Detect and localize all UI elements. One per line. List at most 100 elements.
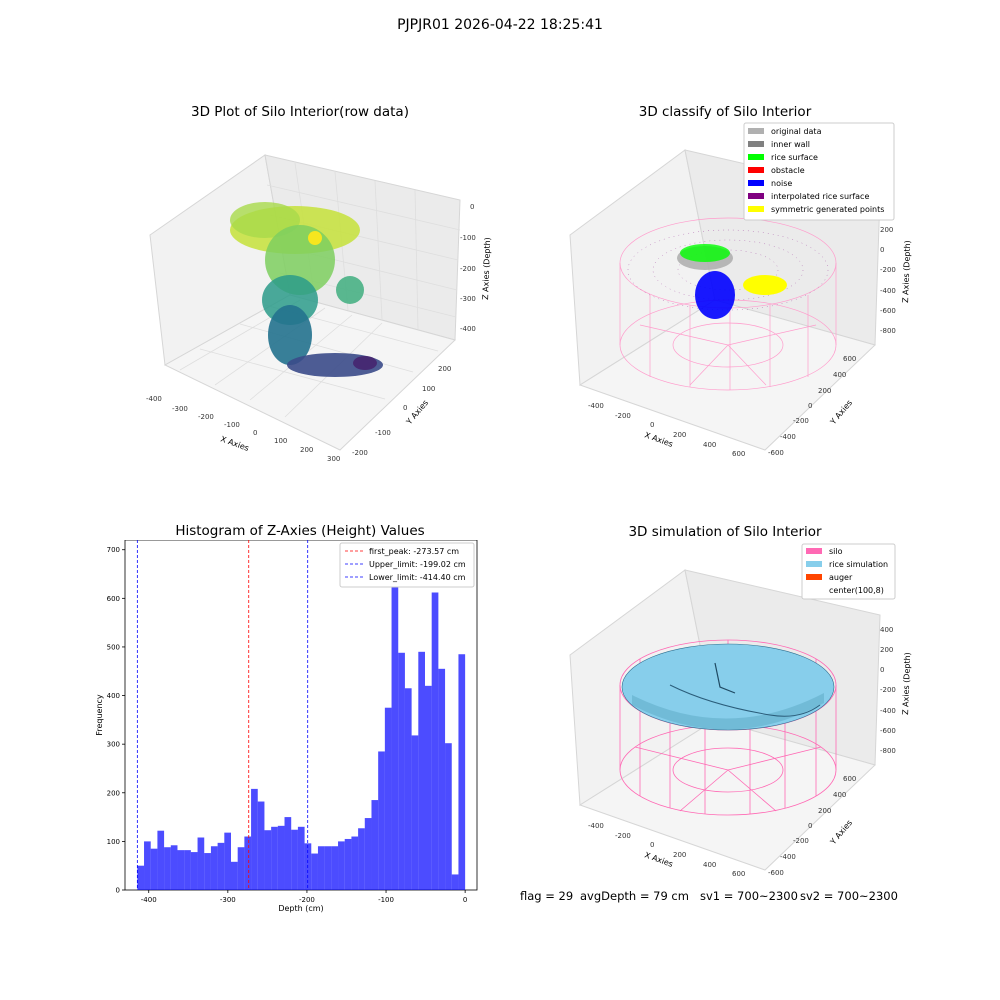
- histogram-bar: [251, 788, 258, 890]
- classify-y-ticks: 600 400 200 0 -200 -400 -600: [768, 355, 856, 457]
- figure-suptitle: PJPJR01 2026-04-22 18:25:41: [397, 17, 603, 33]
- histogram-bar: [177, 850, 185, 890]
- histogram-y-tick-label: 100: [107, 838, 120, 846]
- raw-z-tick: -200: [460, 265, 476, 273]
- classify-z-tick: -400: [880, 287, 896, 295]
- raw-z-tick: -300: [460, 295, 476, 303]
- simulation-z-ticks: 400 200 0 -200 -400 -600 -800: [880, 626, 896, 755]
- histogram-bar: [150, 848, 158, 890]
- histogram-y-tick-label: 400: [107, 692, 120, 700]
- simulation-x-label: X Axies: [643, 850, 674, 869]
- raw-points-base-tip: [353, 356, 377, 370]
- simulation-y-tick: 0: [808, 822, 812, 830]
- classify-x-tick: 0: [650, 421, 654, 429]
- simulation-z-tick: 400: [880, 626, 893, 634]
- histogram-bar: [184, 850, 191, 890]
- legend-label: symmetric generated points: [771, 205, 884, 214]
- simulation-legend-frame: [801, 543, 896, 600]
- legend-label: Lower_limit: -414.40 cm: [369, 573, 466, 582]
- legend-label: Upper_limit: -199.02 cm: [369, 560, 466, 569]
- legend-label: rice simulation: [829, 560, 888, 569]
- raw-points-yellow-cluster: [308, 231, 322, 245]
- histogram-bar: [351, 836, 359, 890]
- histogram-bar: [291, 829, 298, 890]
- classify-z-ticks: 200 0 -200 -400 -600 -800: [880, 226, 896, 335]
- legend-swatch-symmetric: [748, 206, 764, 212]
- simulation-x-tick: -400: [588, 822, 604, 830]
- classify-y-tick: 600: [843, 355, 856, 363]
- raw-z-tick: -400: [460, 325, 476, 333]
- simulation-x-tick: 0: [650, 841, 654, 849]
- histogram-bar: [217, 842, 225, 890]
- panel-raw-data: 3D Plot of Silo Interior(row data) -400 …: [146, 104, 492, 463]
- classify-x-tick: 600: [732, 450, 745, 458]
- simulation-y-tick: 400: [833, 791, 846, 799]
- raw-x-tick: -400: [146, 395, 162, 403]
- histogram-bar: [458, 654, 466, 890]
- histogram-bar: [204, 853, 211, 890]
- raw-x-label: X Axies: [219, 434, 250, 453]
- histogram-bars: [137, 559, 466, 890]
- histogram-x-tick-label: 0: [463, 896, 467, 904]
- legend-swatch-silo: [806, 548, 822, 554]
- classify-y-tick: -400: [780, 433, 796, 441]
- raw-x-tick: -100: [224, 421, 240, 429]
- histogram-bar: [224, 832, 231, 890]
- histogram-bar: [398, 652, 405, 890]
- classify-y-tick: 200: [818, 387, 831, 395]
- status-sv1: sv1 = 700~2300: [700, 889, 798, 903]
- legend-swatch-center: [806, 587, 822, 593]
- histogram-bar: [338, 841, 345, 890]
- histogram-y-ticks: 0 100 200 300 400 500 600 700: [107, 546, 125, 895]
- histogram-x-tick-label: -400: [141, 896, 157, 904]
- histogram-bar: [324, 846, 332, 890]
- histogram-legend-frame: [339, 542, 475, 588]
- histogram-bar: [230, 861, 238, 890]
- legend-label: original data: [771, 127, 822, 136]
- histogram-bar: [418, 651, 425, 890]
- histogram-y-tick-label: 700: [107, 546, 120, 554]
- histogram-bar: [157, 830, 165, 890]
- histogram-bar: [331, 846, 339, 890]
- simulation-legend: silo rice simulation auger center(100,8): [801, 543, 896, 600]
- panel-raw-title: 3D Plot of Silo Interior(row data): [191, 104, 409, 120]
- classify-z-tick: -600: [880, 307, 896, 315]
- legend-swatch-original-data: [748, 128, 764, 134]
- classify-z-tick: -800: [880, 327, 896, 335]
- raw-gridlines: [179, 162, 461, 418]
- histogram-bar: [431, 592, 439, 890]
- classify-x-tick: -200: [615, 412, 631, 420]
- legend-swatch-obstacle: [748, 167, 764, 173]
- classify-z-tick: -200: [880, 266, 896, 274]
- legend-swatch-interpolated: [748, 193, 764, 199]
- raw-z-ticks: 0 -100 -200 -300 -400: [460, 203, 476, 333]
- histogram-bar: [244, 836, 252, 890]
- classify-rice-surface-points: [680, 244, 730, 262]
- simulation-z-tick: 0: [880, 666, 884, 674]
- classify-floor-pane: [578, 299, 876, 451]
- panel-classify-title: 3D classify of Silo Interior: [639, 104, 812, 120]
- classify-x-ticks: -400 -200 0 200 400 600: [588, 402, 745, 458]
- histogram-bar: [411, 735, 419, 890]
- legend-swatch-rice-simulation: [806, 561, 822, 567]
- raw-y-label: Y Axies: [404, 398, 430, 427]
- panel-simulation: 3D simulation of Silo Interior silo rice…: [569, 524, 912, 878]
- histogram-bar: [237, 847, 245, 890]
- histogram-y-tick-label: 0: [116, 887, 120, 895]
- legend-label: rice surface: [771, 153, 818, 162]
- classify-x-tick: 400: [703, 441, 716, 449]
- histogram-bar: [424, 685, 432, 890]
- raw-x-ticks: -400 -300 -200 -100 0 100 200 300: [146, 395, 340, 463]
- simulation-z-label: Z Axies (Depth): [901, 652, 912, 715]
- raw-z-label: Z Axies (Depth): [481, 237, 492, 300]
- histogram-bar: [190, 852, 198, 890]
- raw-x-tick: 200: [300, 446, 313, 454]
- classify-x-tick: -400: [588, 402, 604, 410]
- classify-y-tick: -200: [793, 417, 809, 425]
- legend-label: interpolated rice surface: [771, 192, 869, 201]
- classify-z-label: Z Axies (Depth): [901, 240, 912, 303]
- histogram-bar: [451, 874, 459, 890]
- simulation-y-ticks: 600 400 200 0 -200 -400 -600: [768, 775, 856, 877]
- simulation-rice-surface: [621, 643, 835, 731]
- histogram-bar: [210, 846, 218, 890]
